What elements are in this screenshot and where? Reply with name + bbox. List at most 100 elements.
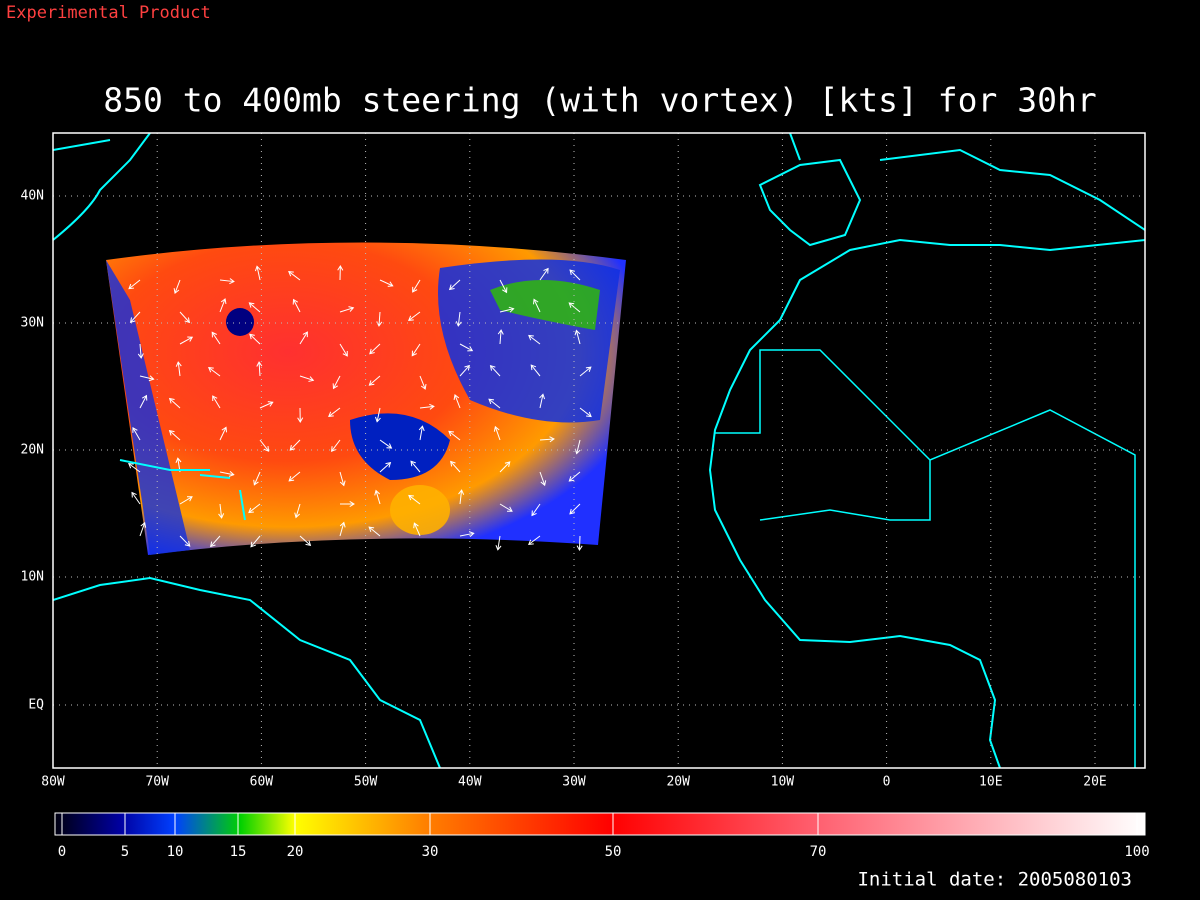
wind-arrow — [528, 535, 541, 545]
wind-arrow — [139, 375, 154, 380]
wind-arrow-head — [187, 336, 194, 342]
wind-arrow-head — [175, 457, 182, 463]
wind-arrow-head — [349, 500, 355, 508]
map-frame — [52, 132, 1146, 769]
wind-arrow-head — [418, 425, 425, 432]
wind-arrow-head — [289, 445, 296, 451]
colorbar-labels: 0 5 10 15 20 30 50 70 100 — [58, 813, 1150, 860]
wind-arrow — [579, 407, 592, 417]
wind-arrow — [449, 279, 461, 290]
wind-arrow-head — [250, 541, 256, 548]
wind-arrow — [379, 462, 391, 473]
wind-arrow — [568, 471, 581, 482]
wind-arrow-head — [574, 329, 581, 336]
wind-arrow — [575, 330, 581, 345]
colorbar-label: 15 — [230, 844, 247, 860]
wind-arrow — [450, 461, 461, 473]
wind-arrow-head — [256, 361, 263, 367]
wind-arrow — [210, 535, 221, 547]
wind-arrow — [169, 430, 181, 441]
wind-arrow-head — [455, 321, 462, 327]
wind-arrow-head — [493, 425, 500, 432]
wind-arrow — [139, 522, 146, 537]
wind-arrow-head — [374, 416, 381, 423]
field-mid — [490, 280, 600, 330]
wind-arrow-head — [495, 545, 502, 551]
wind-arrow — [499, 279, 508, 293]
wind-arrow-head — [412, 286, 418, 293]
wind-arrow-head — [137, 353, 144, 359]
wind-arrow-head — [585, 366, 592, 373]
wind-arrow-head — [212, 395, 218, 402]
wind-arrow-head — [448, 284, 455, 291]
wind-arrow — [179, 311, 190, 323]
wind-arrow — [457, 311, 461, 326]
wind-arrow-head — [533, 298, 539, 305]
wind-arrow-head — [576, 545, 583, 551]
wind-arrow-head — [218, 513, 225, 519]
wind-arrow-head — [369, 348, 375, 355]
coastline — [708, 238, 1145, 768]
wind-arrow-head — [249, 333, 255, 340]
coastline — [53, 133, 151, 241]
wind-arrow-head — [208, 367, 214, 373]
wind-arrow-head — [569, 269, 576, 276]
wind-arrow — [248, 503, 261, 513]
wind-arrow — [250, 535, 261, 548]
wind-arrow — [378, 311, 381, 326]
wind-arrow-head — [543, 267, 549, 274]
wind-arrow — [139, 343, 142, 358]
wind-arrow-head — [263, 446, 270, 452]
lon-label: 20W — [666, 775, 690, 790]
wind-arrow-head — [549, 436, 555, 443]
wind-arrow-head — [128, 463, 134, 469]
wind-arrow — [499, 461, 511, 473]
wind-arrow — [539, 438, 554, 441]
wind-arrow — [295, 503, 301, 518]
wind-arrow — [288, 471, 301, 482]
wind-arrow-head — [332, 383, 339, 390]
coastline — [53, 576, 441, 768]
wind-arrow — [368, 526, 381, 537]
axis-labels: 40N 30N 20N 10N EQ 80W 70W 60W 50W 40W 30W 20W 10W 0 1… — [21, 189, 1107, 790]
wind-arrow-head — [288, 270, 294, 277]
lat-label: 10N — [21, 570, 44, 585]
wind-arrow-head — [506, 506, 513, 512]
wind-arrow — [219, 503, 223, 518]
wind-arrow — [569, 503, 581, 515]
lat-label: 20N — [21, 443, 44, 458]
lon-label: 80W — [41, 775, 65, 790]
colorbar-label: 100 — [1124, 844, 1149, 860]
lon-label: 30W — [562, 775, 586, 790]
wind-arrow — [375, 490, 381, 505]
wind-arrow-head — [267, 401, 274, 407]
wind-arrow-head — [131, 491, 137, 498]
wind-arrow-head — [305, 540, 312, 546]
wind-arrow — [499, 308, 514, 313]
wind-arrow — [494, 426, 501, 441]
wind-arrow-head — [489, 364, 496, 371]
wind-arrow — [219, 279, 234, 283]
wind-arrow-head — [129, 317, 136, 324]
wind-arrow — [568, 302, 581, 313]
wind-arrow — [132, 427, 141, 441]
wind-arrow-head — [504, 461, 511, 467]
wind-arrow-head — [568, 302, 575, 308]
colorbar-label: 50 — [605, 844, 622, 860]
wind-arrow-head — [528, 539, 534, 545]
wind-arrow-head — [248, 507, 254, 514]
wind-arrow-head — [540, 480, 547, 487]
wind-arrow — [131, 492, 141, 505]
wind-arrow-head — [221, 426, 228, 433]
wind-arrow — [219, 298, 226, 313]
wind-arrow — [339, 307, 354, 313]
wind-arrow — [179, 496, 193, 505]
colorbar-label: 0 — [58, 844, 66, 860]
wind-arrow-head — [339, 480, 346, 487]
wind-arrow-head — [368, 526, 375, 533]
wind-arrow — [531, 503, 541, 516]
wind-arrow-head — [458, 489, 465, 495]
wind-arrow — [376, 407, 381, 422]
wind-arrow — [499, 503, 513, 512]
